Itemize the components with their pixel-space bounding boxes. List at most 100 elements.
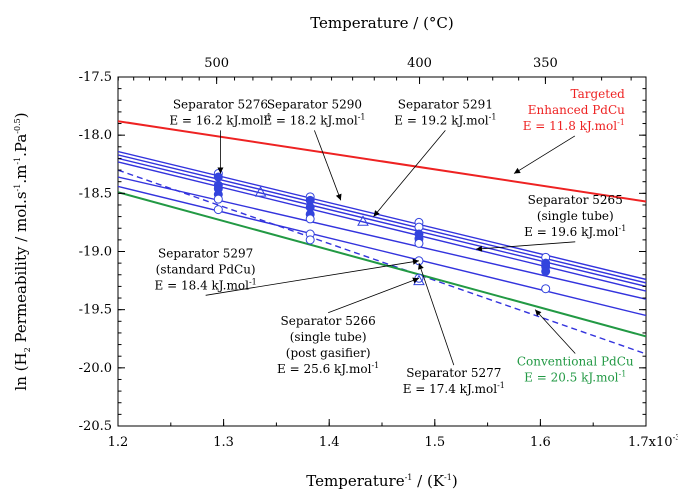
annotation-arrowhead bbox=[514, 167, 521, 174]
annotation-sup: -1 bbox=[358, 112, 366, 121]
annotation-conventional-line: Conventional PdCu bbox=[517, 355, 634, 369]
x-axis-title-close: ) bbox=[452, 472, 458, 490]
annotation-arrowhead bbox=[412, 277, 419, 284]
y-title-sub: 2 bbox=[23, 347, 32, 352]
annotation-targeted-line: Targeted bbox=[571, 87, 626, 101]
annotation-arrowhead bbox=[335, 193, 342, 201]
annotation-text: (post gasifier) bbox=[286, 346, 371, 360]
annotation-text: E = 20.5 kJ.mol bbox=[524, 371, 619, 385]
annotation-text: Enhanced PdCu bbox=[528, 103, 625, 117]
series-line-s5290 bbox=[118, 154, 646, 284]
y-title-sup: -0.5 bbox=[13, 118, 22, 133]
annotation-arrowhead bbox=[418, 263, 424, 270]
annotation-s5290-line: Separator 5290 bbox=[267, 97, 362, 111]
annotation-arrowhead bbox=[535, 309, 542, 317]
annotation-text: E = 17.4 kJ.mol bbox=[403, 382, 498, 396]
data-point bbox=[541, 266, 551, 276]
y-title-sup: -1 bbox=[13, 157, 22, 165]
annotation-text: Separator 5266 bbox=[281, 314, 376, 328]
annotation-arrowhead bbox=[373, 210, 380, 217]
annotation-sup: -1 bbox=[264, 112, 272, 121]
data-point bbox=[254, 186, 267, 197]
y-title-part: ln (H bbox=[12, 352, 30, 390]
annotation-arrowhead bbox=[217, 167, 224, 174]
annotation-s5266-line: (single tube) bbox=[290, 330, 367, 344]
annotation-s5266-line: Separator 5266 bbox=[281, 314, 376, 328]
annotation-text: Targeted bbox=[571, 87, 626, 101]
y-tick-label: -18.5 bbox=[79, 186, 112, 201]
x-multiplier-label: 1.7x10-3 bbox=[628, 433, 678, 450]
annotation-text: (standard PdCu) bbox=[156, 262, 256, 276]
annotation-s5297-line: Separator 5297 bbox=[158, 246, 253, 260]
annotation-text: Separator 5276 bbox=[173, 97, 268, 111]
y-tick-label: -19.5 bbox=[79, 303, 112, 318]
annotation-leader-targeted bbox=[513, 135, 576, 174]
y-tick-label: -19.0 bbox=[79, 245, 112, 260]
annotation-text: Conventional PdCu bbox=[517, 355, 634, 369]
annotation-text: E = 18.4 kJ.mol bbox=[155, 278, 250, 292]
annotation-s5291-line: E = 19.2 kJ.mol-1 bbox=[394, 112, 496, 127]
annotation-s5266-line: (post gasifier) bbox=[286, 346, 371, 360]
annotation-text: Separator 5265 bbox=[528, 193, 623, 207]
y-title-part: ) bbox=[12, 112, 30, 118]
annotation-text: Separator 5290 bbox=[267, 97, 362, 111]
annotation-sup: -1 bbox=[371, 361, 379, 370]
annotation-leader-s5277 bbox=[418, 263, 455, 366]
x-tick-label: 1.4 bbox=[319, 435, 340, 450]
y-tick-label: -20.0 bbox=[79, 361, 112, 376]
series-line-s5265 bbox=[118, 161, 646, 292]
series-line-conventional bbox=[118, 191, 646, 338]
annotation-text: E = 19.2 kJ.mol bbox=[394, 113, 489, 127]
annotation-text: Separator 5291 bbox=[398, 97, 493, 111]
data-point bbox=[213, 205, 223, 215]
x-axis-title-unit-sup: -1 bbox=[444, 473, 452, 482]
data-point bbox=[305, 235, 315, 245]
annotation-leader-s5291 bbox=[373, 130, 446, 217]
annotation-leader-s5265 bbox=[475, 241, 576, 250]
annotation-sup: -1 bbox=[249, 277, 257, 286]
annotation-s5277-line: Separator 5277 bbox=[406, 366, 501, 380]
annotation-s5265-line: E = 19.6 kJ.mol-1 bbox=[524, 224, 626, 239]
annotation-s5297-line: E = 18.4 kJ.mol-1 bbox=[155, 277, 257, 292]
x-axis-title-unit: / (K bbox=[412, 472, 444, 490]
series-line-s5276 bbox=[118, 150, 646, 281]
top-tick-label: 400 bbox=[407, 56, 432, 71]
data-point bbox=[213, 172, 223, 182]
annotation-text: Separator 5277 bbox=[406, 366, 501, 380]
series-line-targeted bbox=[118, 120, 646, 203]
series-line-s5297 bbox=[118, 176, 646, 300]
annotation-text: (single tube) bbox=[290, 330, 367, 344]
annotation-sup: -1 bbox=[619, 370, 627, 379]
y-title-sup: -1 bbox=[13, 184, 22, 192]
x-axis-title: Temperature-1 / (K-1) bbox=[306, 472, 457, 490]
annotation-text: E = 18.2 kJ.mol bbox=[263, 113, 358, 127]
annotation-leader-conventional bbox=[534, 309, 576, 354]
data-points bbox=[213, 169, 551, 294]
annotation-s5290-line: E = 18.2 kJ.mol-1 bbox=[263, 112, 365, 127]
top-x-axis-title: Temperature / (°C) bbox=[310, 14, 454, 32]
annotation-sup: -1 bbox=[489, 112, 497, 121]
y-title-part: .m bbox=[12, 165, 30, 184]
annotation-s5265-line: Separator 5265 bbox=[528, 193, 623, 207]
data-point bbox=[357, 215, 369, 226]
axes: 1.2 1.3 1.4 1.5 1.6 1.7x10-3 -20.5 -20.0 -19.5 -1… bbox=[12, 14, 678, 490]
annotation-s5266-line: E = 25.6 kJ.mol-1 bbox=[277, 361, 379, 376]
x-multiplier-sup: -3 bbox=[673, 433, 678, 442]
x-tick-label: 1.6 bbox=[530, 435, 551, 450]
y-title-part: .Pa bbox=[12, 134, 30, 157]
x-axis-title-text: Temperature bbox=[306, 472, 404, 490]
annotation-s5277-line: E = 17.4 kJ.mol-1 bbox=[403, 381, 505, 396]
annotation-s5276-line: Separator 5276 bbox=[173, 97, 268, 111]
annotation-text: E = 11.8 kJ.mol bbox=[523, 119, 618, 133]
annotation-s5291-line: Separator 5291 bbox=[398, 97, 493, 111]
series-line-s5291 bbox=[118, 157, 646, 288]
top-tick-label: 350 bbox=[533, 56, 558, 71]
x-tick-label: 1.2 bbox=[108, 435, 129, 450]
annotation-targeted-line: E = 11.8 kJ.mol-1 bbox=[523, 118, 625, 133]
data-point bbox=[305, 214, 315, 224]
series-lines bbox=[118, 120, 646, 355]
y-tick-label: -20.5 bbox=[79, 419, 112, 434]
annotation-leader-s5297 bbox=[205, 260, 420, 296]
annotation-conventional-line: E = 20.5 kJ.mol-1 bbox=[524, 370, 626, 385]
y-tick-label: -17.5 bbox=[79, 70, 112, 85]
